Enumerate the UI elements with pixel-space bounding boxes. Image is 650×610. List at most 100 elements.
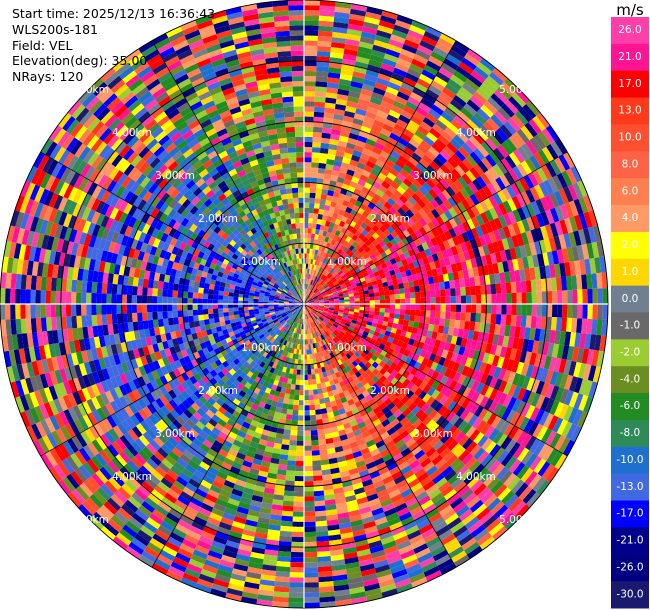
velocity-gate [119,528,135,542]
velocity-gate [268,343,275,350]
velocity-gate [479,275,486,286]
velocity-gate [347,202,355,210]
velocity-gate [324,317,330,322]
velocity-gate [476,419,487,433]
velocity-gate [318,323,324,329]
velocity-gate [414,449,426,460]
velocity-gate [328,62,343,69]
velocity-gate [301,308,304,315]
velocity-gate [483,398,494,411]
velocity-gate [318,307,324,311]
velocity-gate [311,338,315,344]
velocity-gate [217,406,227,415]
velocity-gate [376,137,387,146]
velocity-gate [397,392,406,401]
velocity-gate [535,227,544,242]
velocity-gate [344,173,354,182]
velocity-gate [591,273,598,289]
velocity-gate [182,486,196,498]
velocity-gate [401,386,411,396]
velocity-gate [524,122,538,138]
velocity-gate [389,431,400,440]
velocity-gate [359,425,369,434]
velocity-gate [321,290,326,294]
velocity-gate [271,362,278,369]
velocity-gate [343,48,358,57]
velocity-gate [364,361,372,369]
velocity-gate [433,496,447,508]
velocity-gate [390,361,398,370]
velocity-gate [594,334,602,351]
velocity-gate [294,322,298,329]
velocity-gate [383,201,393,210]
velocity-gate [310,343,314,350]
velocity-gate [236,375,244,383]
velocity-gate [308,304,315,307]
velocity-gate [281,327,287,333]
velocity-gate [395,141,407,152]
velocity-gate [417,44,433,56]
velocity-gate [305,294,307,300]
velocity-gate [346,566,361,575]
velocity-gate [293,338,297,344]
velocity-gate [288,399,294,405]
velocity-gate [455,336,463,346]
velocity-gate [182,538,197,550]
velocity-gate [402,370,411,379]
velocity-gate [397,240,405,249]
velocity-gate [470,339,478,350]
velocity-gate [263,345,269,352]
velocity-gate [416,399,427,410]
velocity-gate [493,89,509,104]
velocity-gate [516,387,527,401]
velocity-gate [283,490,295,497]
velocity-gate [313,116,324,123]
velocity-gate [515,281,522,293]
velocity-gate [512,258,520,271]
velocity-gate [539,265,546,280]
velocity-gate [270,457,280,465]
velocity-gate [490,283,497,295]
velocity-gate [392,322,399,329]
velocity-gate [304,354,307,360]
velocity-gate [450,477,464,490]
velocity-gate [338,193,346,200]
velocity-gate [458,146,470,159]
velocity-gate [378,240,386,248]
velocity-gate [510,182,521,196]
velocity-gate [456,395,467,407]
velocity-gate [347,276,354,281]
velocity-gate [327,321,333,327]
velocity-gate [458,434,470,447]
velocity-gate [313,306,319,308]
velocity-gate [339,256,345,263]
velocity-gate [278,331,284,337]
velocity-gate [405,343,413,352]
velocity-gate [517,146,530,161]
velocity-gate [374,484,387,494]
velocity-gate [228,448,239,457]
velocity-gate [465,170,477,182]
velocity-gate [398,544,414,555]
velocity-gate [471,380,480,392]
velocity-gate [238,390,247,398]
velocity-gate [215,435,226,445]
velocity-gate [307,307,311,312]
velocity-gate [469,166,481,179]
velocity-gate [361,430,371,439]
velocity-gate [340,283,346,288]
velocity-gate [507,396,517,410]
velocity-gate [196,578,214,589]
velocity-gate [335,202,343,210]
velocity-gate [304,86,316,92]
velocity-gate [326,153,336,161]
velocity-gate [411,445,422,456]
velocity-gate [461,365,470,377]
velocity-gate [525,453,538,468]
velocity-gate [359,265,366,272]
velocity-gate [298,349,302,355]
velocity-gate [304,288,306,294]
velocity-gate [408,262,415,270]
velocity-gate [311,228,316,234]
velocity-gate [340,274,347,280]
